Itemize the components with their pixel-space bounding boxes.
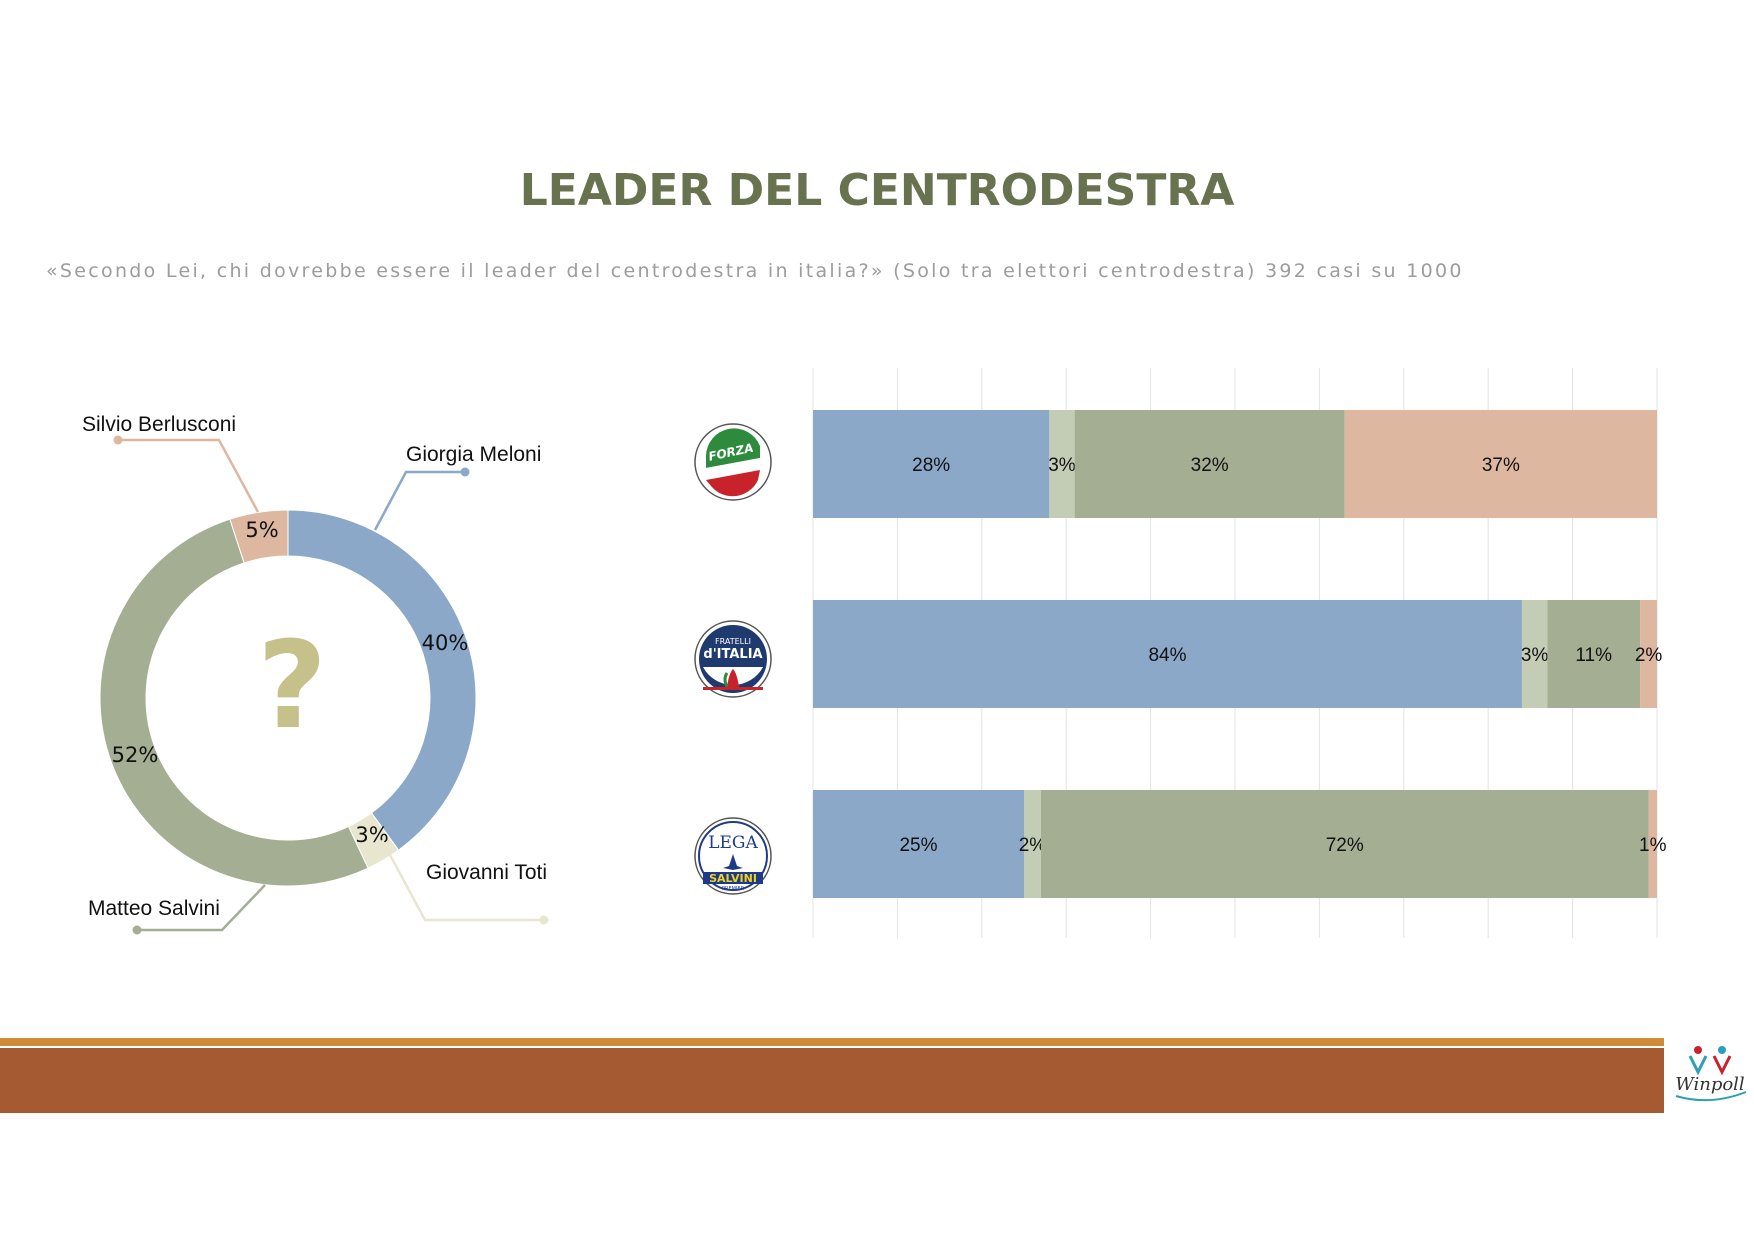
forza-italia-logo: FORZA ITALIA bbox=[694, 423, 772, 501]
bar-segment bbox=[1344, 410, 1657, 518]
donut-value-label: 40% bbox=[422, 631, 469, 655]
bar-segment bbox=[1024, 790, 1041, 898]
bar-value-label: 3% bbox=[1048, 455, 1076, 476]
slice-giorgia-meloni bbox=[287, 509, 477, 851]
leader-line bbox=[373, 470, 465, 531]
stacked-bar-chart: 28% 3% 32% 37% 84% 3% 11% 2% 25% 2% 72% 1% bbox=[813, 410, 1667, 898]
bar-segment bbox=[813, 600, 1522, 708]
donut-category-label: Giovanni Toti bbox=[426, 861, 547, 884]
page-title: LEADER DEL CENTRODESTRA bbox=[519, 165, 1235, 216]
bar-value-label: 2% bbox=[1635, 645, 1663, 666]
bar-segment bbox=[1521, 600, 1548, 708]
bar-segment bbox=[1049, 410, 1075, 518]
donut-category-label: Silvio Berlusconi bbox=[82, 413, 236, 436]
bar-value-label: 3% bbox=[1521, 645, 1549, 666]
bar-segment bbox=[813, 410, 1050, 518]
slice-silvio-berlusconi bbox=[229, 509, 289, 564]
bar-value-label: 25% bbox=[899, 835, 937, 856]
fratelli-d-italia-logo: FRATELLI d'ITALIA bbox=[694, 620, 772, 698]
bar-value-label: 37% bbox=[1482, 455, 1520, 476]
party-logos: FORZA ITALIA FRATELLI d'ITALIA LEGA SALV… bbox=[694, 423, 772, 895]
donut-value-label: 52% bbox=[112, 743, 159, 767]
leader-dot bbox=[113, 435, 123, 445]
question-mark-icon: ? bbox=[257, 617, 327, 756]
donut-category-label: Matteo Salvini bbox=[88, 897, 220, 920]
bar-segment bbox=[1648, 790, 1657, 898]
leader-line bbox=[137, 884, 266, 932]
svg-text:PREMIER: PREMIER bbox=[722, 886, 745, 892]
leader-line bbox=[118, 438, 260, 513]
leader-dot bbox=[132, 925, 142, 935]
bar-value-label: 84% bbox=[1148, 645, 1186, 666]
slice-matteo-salvini bbox=[99, 518, 369, 887]
bar-segment bbox=[1040, 790, 1649, 898]
bar-value-label: 1% bbox=[1639, 835, 1667, 856]
svg-text:d'ITALIA: d'ITALIA bbox=[703, 647, 762, 662]
bar-segment bbox=[1547, 600, 1641, 708]
svg-text:Winpoll: Winpoll bbox=[1675, 1074, 1745, 1095]
bar-segment bbox=[1640, 600, 1657, 708]
leader-line bbox=[380, 839, 544, 922]
leader-dot bbox=[539, 915, 549, 925]
winpoll-logo: Winpoll bbox=[1668, 1036, 1752, 1112]
lega-salvini-logo: LEGA SALVINI PREMIER bbox=[694, 817, 772, 895]
footer-accent-line bbox=[0, 1038, 1664, 1046]
bar-value-label: 2% bbox=[1019, 835, 1047, 856]
bar-segment bbox=[813, 790, 1024, 898]
donut-chart: 40%3%52%5% bbox=[99, 509, 477, 887]
svg-text:LEGA: LEGA bbox=[708, 833, 758, 853]
donut-value-label: 5% bbox=[245, 518, 278, 542]
survey-question: «Secondo Lei, chi dovrebbe essere il lea… bbox=[46, 260, 1464, 282]
footer-bar bbox=[0, 1048, 1664, 1113]
svg-text:FRATELLI: FRATELLI bbox=[715, 637, 751, 646]
bar-value-label: 11% bbox=[1575, 645, 1612, 666]
donut-leader-lines: Giorgia Meloni Giovanni Toti Matteo Salvin… bbox=[82, 413, 549, 935]
donut-category-label: Giorgia Meloni bbox=[406, 443, 541, 466]
svg-text:SALVINI: SALVINI bbox=[709, 872, 757, 885]
bar-value-label: 32% bbox=[1191, 455, 1229, 476]
leader-dot bbox=[460, 467, 470, 477]
bar-value-label: 72% bbox=[1326, 835, 1364, 856]
bar-value-label: 28% bbox=[912, 455, 950, 476]
bar-segment bbox=[1074, 410, 1345, 518]
